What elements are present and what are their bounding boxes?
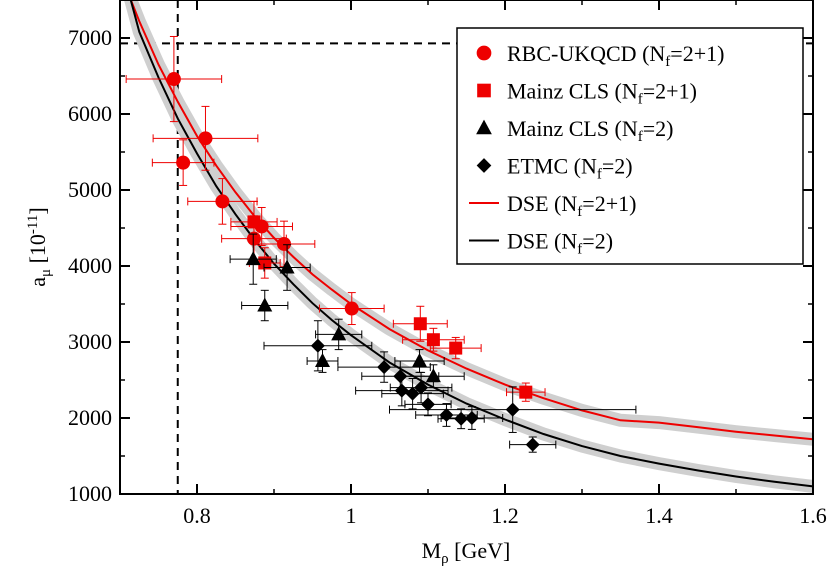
legend-item: DSE (Nf=2+1) [469,191,636,220]
legend-box [456,27,804,265]
axis-ticks: 0.8 1 1.2 1.4 1.6 1000 2000 3000 4000 5000 6000 700… [68,0,827,528]
data-point [315,318,363,351]
y-tick-label: 2000 [68,405,112,430]
diamond-marker [310,338,325,353]
legend-square-marker [477,83,491,98]
legend-item: Mainz CLS (Nf=2+1) [477,79,697,108]
triangle-marker [257,297,273,312]
triangle-marker [331,326,347,341]
triangle-marker [245,251,261,266]
dse-curve-1 [129,0,813,488]
circle-marker [215,194,230,209]
legend: RBC-UKQCD (Nf=2+1) Mainz CLS (Nf=2+1) Main… [456,27,804,265]
legend-circle-marker [476,45,492,61]
square-marker [426,333,440,347]
circle-marker [198,131,213,146]
x-tick-label: 0.8 [183,503,211,528]
square-marker [247,215,261,229]
legend-label: ETMC (Nf=2) [507,154,633,183]
diamond-marker [421,397,435,412]
data-point [381,377,444,410]
diamond-marker [525,437,540,452]
y-tick-label: 1000 [68,481,112,506]
y-tick-label: 4000 [68,253,112,278]
diamond-marker [405,386,420,401]
legend-label: DSE (Nf=2) [507,229,613,258]
data-point [230,200,278,243]
y-tick-label: 5000 [68,177,112,202]
legend-label: Mainz CLS (Nf=2+1) [507,79,697,108]
legend-label: DSE (Nf=2+1) [507,191,636,220]
data-point [241,289,289,322]
diamond-marker [377,360,392,375]
legend-diamond-marker [476,158,492,173]
legend-item: RBC-UKQCD (Nf=2+1) [476,41,724,70]
diamond-marker [393,369,408,384]
data-point [361,360,440,392]
data-point [337,351,431,383]
data-point [392,305,448,342]
x-tick-label: 1.6 [799,503,827,528]
triangle-marker [412,353,428,367]
diamond-marker [505,402,520,417]
data-point [252,220,316,268]
y-axis-title: aμ [10-11] [25,207,54,286]
data-points [125,35,637,453]
triangle-marker [315,353,331,367]
legend-item: ETMC (Nf=2) [476,154,633,183]
data-point [152,105,259,171]
data-point [263,244,311,291]
diamond-marker [464,411,479,425]
circle-marker [277,236,292,251]
data-point [402,327,465,352]
triangle-marker [425,368,441,383]
data-point [125,35,223,123]
legend-label: RBC-UKQCD (Nf=2+1) [507,41,724,70]
y-tick-label: 6000 [68,101,112,126]
x-tick-label: 1 [346,503,357,528]
data-point [389,386,637,433]
square-marker [449,341,463,355]
diamond-marker [454,411,469,426]
plot-frame [119,0,814,495]
y-tick-label: 3000 [68,329,112,354]
data-point [506,382,546,402]
legend-item: DSE (Nf=2) [469,229,613,258]
square-marker [258,256,272,270]
circle-marker [344,301,359,316]
data-point [263,320,373,372]
x-tick-label: 1.2 [491,503,519,528]
data-point [318,292,385,326]
triangle-marker [279,259,295,274]
data-point [229,233,277,285]
data-point [440,406,504,430]
data-point [437,408,485,430]
data-point [429,336,482,360]
data-point [151,139,215,186]
data-point [389,371,453,404]
y-tick-label: 7000 [68,25,112,50]
diamond-marker [414,380,429,395]
legend-item: Mainz CLS (Nf=2) [476,116,674,145]
circle-marker [176,155,191,170]
legend-triangle-marker [476,119,492,135]
data-point [509,436,557,453]
square-marker [519,385,533,399]
x-tick-label: 1.4 [645,503,673,528]
legend-label: Mainz CLS (Nf=2) [507,116,674,145]
square-marker [413,317,427,331]
x-axis-title: Mρ [GeV] [422,538,511,567]
data-point [404,392,452,417]
circle-marker [166,72,181,87]
